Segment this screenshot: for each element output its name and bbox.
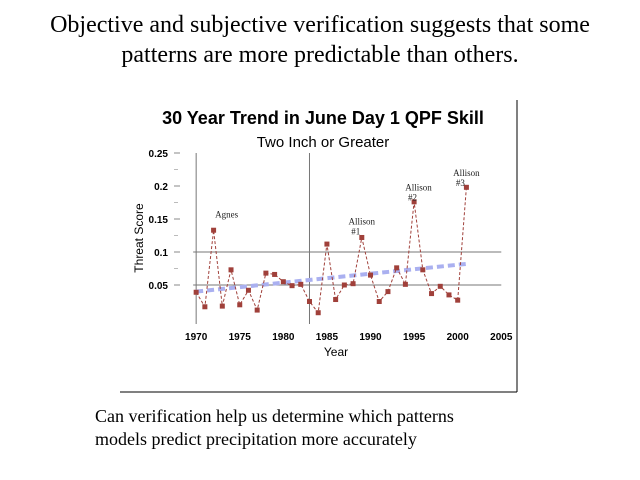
data-point <box>455 297 461 303</box>
data-point <box>368 272 374 278</box>
annotation-number: #1 <box>351 226 360 236</box>
data-point <box>237 302 243 308</box>
x-axis-label: Year <box>324 345 348 359</box>
annotation-number: #3 <box>456 178 466 188</box>
annotation-label: Agnes <box>215 210 238 220</box>
data-point <box>280 279 286 285</box>
series-line <box>195 187 467 314</box>
data-point <box>228 267 234 273</box>
y-axis-label: Threat Score <box>132 203 146 273</box>
data-point <box>350 281 356 287</box>
data-point <box>376 299 382 304</box>
heading-line-2: patterns are more predictable than other… <box>121 42 519 68</box>
data-point <box>437 283 443 289</box>
data-point <box>420 267 426 273</box>
x-tick-label: 1975 <box>229 332 252 343</box>
data-point <box>263 270 269 276</box>
data-point <box>306 299 312 304</box>
annotation-label: Allison <box>453 168 480 178</box>
x-tick-label: 1970 <box>185 332 208 343</box>
data-point <box>202 304 208 310</box>
trend-line <box>195 261 467 294</box>
y-tick-label: 0.2 <box>154 182 168 193</box>
caption-line-2: models predict precipitation more accura… <box>95 429 417 449</box>
x-tick-label: 1995 <box>403 332 426 343</box>
data-point <box>446 292 452 298</box>
y-tick-label: 0.1 <box>154 248 168 259</box>
trend-layer <box>195 261 467 294</box>
data-point <box>333 297 339 303</box>
data-point <box>272 271 278 277</box>
data-point <box>429 291 435 297</box>
annotation-label: Allison <box>349 216 376 226</box>
annotation-number: #2 <box>408 193 417 203</box>
y-tick-label: 0.25 <box>149 149 169 160</box>
data-point <box>315 310 321 316</box>
chart-subtitle: Two Inch or Greater <box>257 134 390 151</box>
x-tick-label: 1980 <box>272 332 295 343</box>
data-point <box>324 241 330 247</box>
data-point <box>359 234 365 240</box>
data-point <box>385 289 391 295</box>
data-point <box>394 265 400 271</box>
axis-ticks: 0.05 0.1 0.15 0.2 0.25 1970 1975 1980 1985 1990 19… <box>149 149 513 343</box>
data-point <box>411 199 417 205</box>
slide-heading: Objective and subjective verification su… <box>20 10 620 70</box>
data-point <box>341 282 347 288</box>
y-tick-label: 0.15 <box>149 215 169 226</box>
data-point <box>463 184 469 190</box>
data-point <box>289 283 295 289</box>
x-tick-label: 1985 <box>316 332 339 343</box>
chart-title: 30 Year Trend in June Day 1 QPF Skill <box>162 108 484 128</box>
data-point <box>402 281 408 287</box>
data-point <box>193 289 199 295</box>
data-point <box>219 303 225 309</box>
data-point <box>245 287 251 293</box>
caption-line-1: Can verification help us determine which… <box>95 406 454 426</box>
series-layer <box>193 184 469 316</box>
x-tick-label: 2005 <box>490 332 513 343</box>
annotation-label: Allison <box>405 183 432 193</box>
heading-line-1: Objective and subjective verification su… <box>50 12 590 38</box>
x-tick-label: 1990 <box>359 332 382 343</box>
x-tick-label: 2000 <box>447 332 470 343</box>
slide-caption: Can verification help us determine which… <box>95 405 615 451</box>
data-point <box>211 227 217 233</box>
y-tick-label: 0.05 <box>149 281 169 292</box>
data-point <box>298 281 304 287</box>
data-point <box>254 307 260 313</box>
